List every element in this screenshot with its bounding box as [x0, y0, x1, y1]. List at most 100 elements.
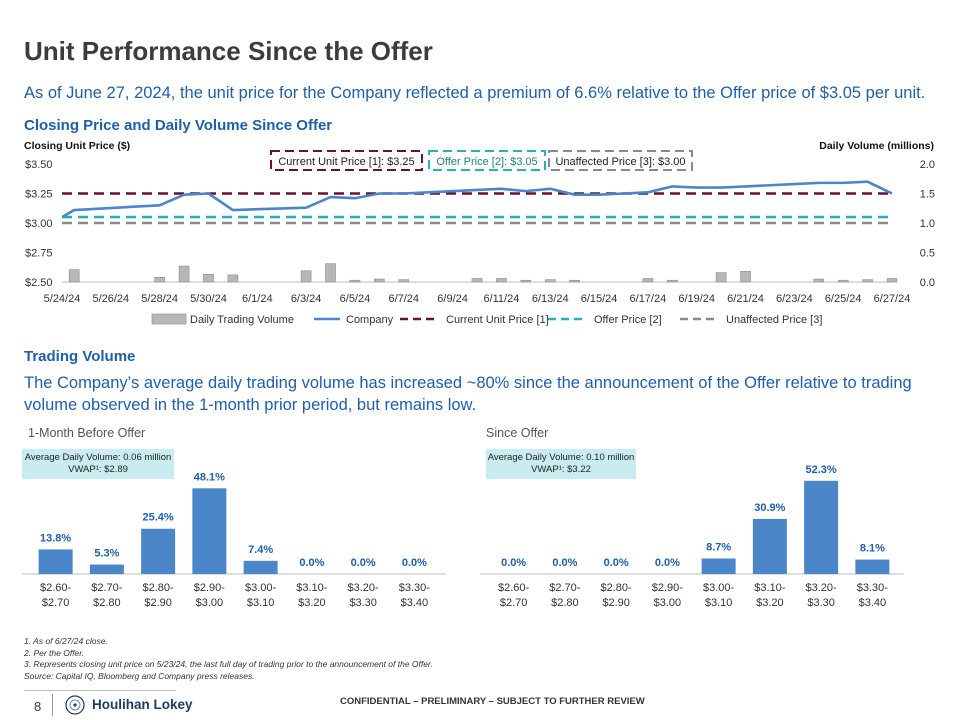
histogram-bar [804, 480, 839, 574]
bar-category-label: $2.60- [40, 582, 72, 594]
bar-category-label: $2.60- [498, 582, 530, 594]
y-tick-label: $3.25 [25, 189, 53, 201]
x-tick-label: 6/1/24 [242, 293, 273, 305]
legend-label: Daily Trading Volume [190, 314, 294, 326]
bar-category-label: $2.70- [549, 582, 581, 594]
bar-category-label: $3.10 [705, 597, 733, 609]
trading-volume-text: The Company’s average daily trading volu… [24, 374, 912, 414]
footer-divider [24, 690, 176, 691]
bar-data-label: 0.0% [604, 557, 629, 569]
histogram-bar [89, 564, 124, 574]
volume-bar [178, 265, 190, 283]
bar-category-label: $2.90- [652, 582, 684, 594]
bar-category-label: $3.40 [401, 597, 429, 609]
volume-bar [520, 279, 532, 283]
x-tick-label: 6/11/24 [483, 293, 519, 305]
x-tick-label: 6/23/24 [776, 293, 813, 305]
histogram-bar [752, 518, 787, 574]
y2-tick-label: 1.0 [920, 218, 935, 230]
reference-label-box [270, 150, 423, 171]
bar-category-label: $2.70 [500, 597, 528, 609]
bar-data-label: 48.1% [194, 471, 225, 483]
volume-bar [374, 278, 385, 283]
histogram-bar [243, 560, 278, 574]
reference-label: Current Unit Price [1]: $3.25 [278, 156, 414, 168]
footnote-2: 2. Per the Offer. [24, 647, 85, 658]
bar-category-label: $3.30 [349, 597, 377, 609]
volume-bar [227, 274, 239, 283]
bar-data-label: 13.8% [40, 532, 71, 544]
bar-category-label: $3.30 [807, 597, 835, 609]
x-tick-label: 5/24/24 [44, 293, 81, 305]
volume-bar [569, 279, 580, 283]
bar-category-label: $2.80 [93, 597, 121, 609]
reference-label: Unaffected Price [3]: $3.00 [555, 156, 685, 168]
footnotes: 1. As of 6/27/24 close. 2. Per the Offer… [24, 636, 433, 682]
bar-data-label: 25.4% [143, 512, 174, 524]
bar-category-label: $2.80- [143, 582, 175, 594]
bar-category-label: $3.40 [859, 597, 887, 609]
right-axis-caption: Daily Volume (millions) [819, 140, 934, 152]
bar-data-label: 52.3% [806, 464, 837, 476]
since-offer-avg-box: Average Daily Volume: 0.10 million VWAP¹… [486, 449, 636, 479]
volume-bar [300, 270, 312, 283]
legend-label: Offer Price [2] [594, 314, 662, 326]
x-tick-label: 6/7/24 [388, 293, 419, 305]
y-tick-label: $2.50 [25, 277, 53, 289]
bar-category-label: $3.30- [857, 582, 889, 594]
bar-category-label: $2.90 [144, 597, 172, 609]
bar-category-label: $3.20 [756, 597, 784, 609]
page-title: Unit Performance Since the Offer [24, 36, 433, 66]
bar-data-label: 5.3% [94, 548, 119, 560]
histogram-bar [855, 559, 890, 574]
legend-label: Current Unit Price [1] [446, 314, 549, 326]
left-axis-caption: Closing Unit Price ($) [24, 140, 131, 152]
bar-category-label: $2.70- [91, 582, 123, 594]
bar-category-label: $3.20- [348, 582, 380, 594]
x-tick-label: 6/17/24 [630, 293, 667, 305]
bar-data-label: 0.0% [402, 557, 427, 569]
bar-data-label: 0.0% [351, 557, 376, 569]
histogram-bar [38, 549, 73, 574]
since-offer-bar-chart: 0.0% $2.60- $2.70 0.0% $2.70- $2.80 0.0% $2.80-… [480, 464, 904, 609]
histogram-bar [192, 488, 227, 574]
y2-tick-label: 2.0 [920, 159, 935, 171]
bar-category-label: $3.20- [806, 582, 838, 594]
trading-volume-heading: Trading Volume [24, 348, 136, 365]
reference-label-box [548, 150, 693, 171]
volume-bar [862, 279, 873, 283]
x-tick-label: 6/13/24 [532, 293, 569, 305]
since-offer-avg-volume: Average Daily Volume: 0.10 million [487, 452, 635, 463]
brand-name: Houlihan Lokey [92, 697, 193, 712]
x-tick-label: 6/27/24 [874, 293, 911, 305]
volume-bar [203, 274, 214, 283]
bar-category-label: $3.00- [703, 582, 735, 594]
bar-category-label: $3.10- [296, 582, 328, 594]
histogram-bar [701, 558, 736, 574]
volume-bar [886, 278, 898, 283]
volume-bar [471, 278, 483, 283]
volume-bar [398, 279, 410, 283]
y-tick-label: $2.75 [25, 248, 53, 260]
bar-category-label: $3.20 [298, 597, 326, 609]
legend-label: Unaffected Price [3] [726, 314, 822, 326]
bar-category-label: $3.30- [399, 582, 431, 594]
bar-category-label: $3.10 [247, 597, 275, 609]
before-offer-label: 1-Month Before Offer [28, 426, 146, 440]
volume-bar [813, 278, 825, 283]
histogram-bar [141, 528, 176, 574]
x-tick-label: 5/30/24 [190, 293, 227, 305]
bar-category-label: $3.10- [754, 582, 786, 594]
confidential-notice: CONFIDENTIAL – PRELIMINARY – SUBJECT TO … [340, 696, 645, 707]
x-tick-label: 6/5/24 [340, 293, 371, 305]
legend-label: Company [346, 314, 394, 326]
x-tick-label: 6/3/24 [291, 293, 322, 305]
reference-label: Offer Price [2]: $3.05 [436, 156, 537, 168]
bar-category-label: $3.00- [245, 582, 277, 594]
page-number: 8 [34, 699, 42, 714]
bar-data-label: 0.0% [299, 557, 324, 569]
y2-tick-label: 0.5 [920, 248, 935, 260]
bar-category-label: $2.90- [194, 582, 226, 594]
page-subtitle: As of June 27, 2024, the unit price for … [24, 84, 926, 102]
x-tick-label: 6/19/24 [678, 293, 715, 305]
